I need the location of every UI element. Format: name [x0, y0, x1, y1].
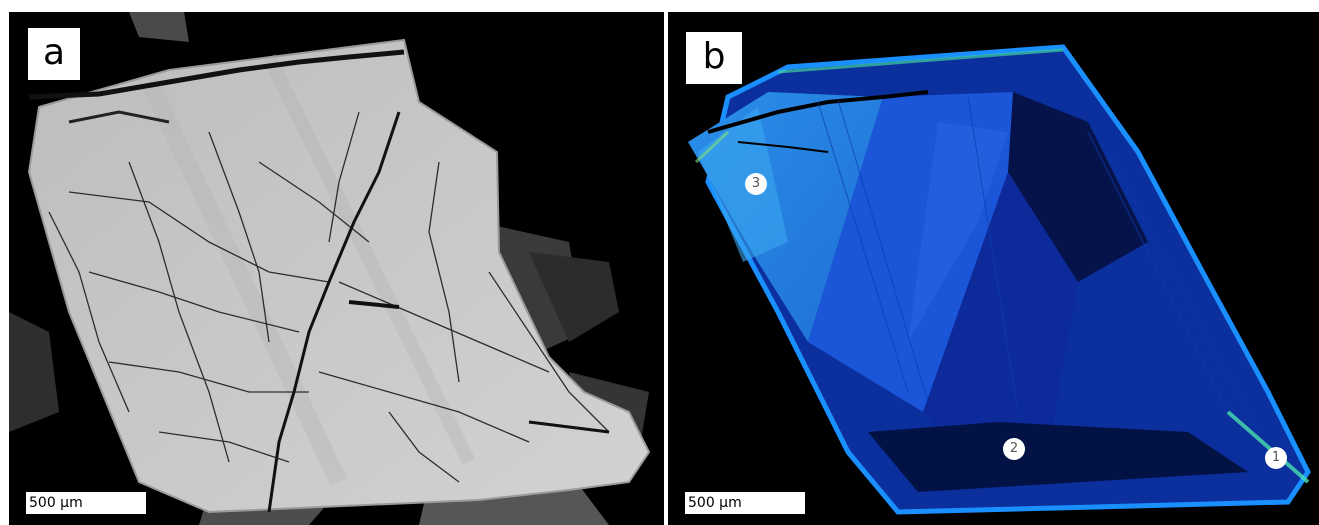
- point-marker-2: 2: [1003, 438, 1025, 460]
- scale-bar-b: 500 µm: [685, 492, 805, 514]
- panel-label-b: b: [686, 32, 742, 84]
- point-marker-1: 1: [1265, 447, 1287, 469]
- point-marker-3: 3: [745, 173, 767, 195]
- panel-b-colormap: b 1 2 3 500 µm: [668, 12, 1319, 525]
- panel-a-micrograph: a 500 µm: [9, 12, 664, 525]
- panel-label-a: a: [28, 28, 80, 80]
- scale-bar-a: 500 µm: [26, 492, 146, 514]
- crystal-grayscale-image: [9, 12, 651, 525]
- crystal-colormap-image: [688, 44, 1311, 515]
